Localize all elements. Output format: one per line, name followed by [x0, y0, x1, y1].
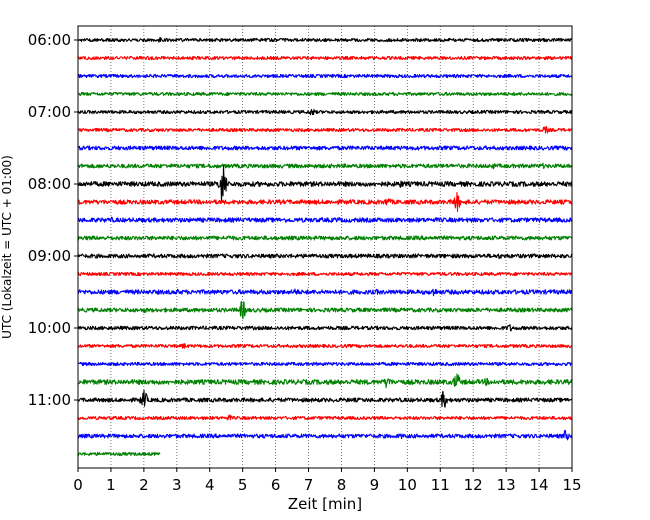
- x-tick-label: 11: [431, 476, 450, 494]
- trace-line-0645: [77, 91, 573, 97]
- x-tick-label: 2: [139, 476, 149, 494]
- x-tick-label: 5: [238, 476, 248, 494]
- trace-line-0900: [77, 253, 573, 260]
- trace-line-0915: [77, 271, 573, 277]
- y-axis-ticks: 06:00 07:00 08:00 09:00 10:00 11:00: [28, 31, 78, 409]
- trace-line-0745: [77, 162, 573, 170]
- trace-line-0830: [77, 216, 573, 223]
- trace-line-0815: [77, 191, 573, 212]
- x-tick-label: 7: [304, 476, 314, 494]
- y-tick-label: 11:00: [28, 391, 71, 409]
- x-tick-label: 14: [530, 476, 549, 494]
- trace-line-1030: [77, 361, 573, 367]
- trace-line-1045: [77, 373, 573, 389]
- y-tick-label: 07:00: [28, 103, 71, 121]
- y-tick-label: 10:00: [28, 319, 71, 337]
- trace-lines: [77, 36, 573, 457]
- y-axis-title: UTC (Lokalzeit = UTC + 01:00): [0, 155, 14, 339]
- trace-line-0630: [77, 73, 573, 79]
- trace-line-1145: [77, 451, 161, 457]
- x-tick-label: 9: [370, 476, 380, 494]
- trace-line-0930: [77, 288, 573, 297]
- x-tick-label: 15: [562, 476, 581, 494]
- plot-frame: [77, 25, 573, 469]
- x-axis-title: Zeit [min]: [288, 495, 362, 513]
- trace-line-0730: [77, 145, 573, 151]
- y-tick-label: 08:00: [28, 175, 71, 193]
- y-tick-label: 09:00: [28, 247, 71, 265]
- trace-line-1000: [77, 324, 573, 332]
- x-tick-label: 13: [497, 476, 516, 494]
- x-axis-ticks: 0 1 2 3 4 5 6 7 8 9 10 11 12 13 14 15: [73, 468, 582, 494]
- y-tick-label: 06:00: [28, 31, 71, 49]
- x-tick-label: 8: [337, 476, 347, 494]
- trace-line-0600: [77, 36, 573, 43]
- x-tick-label: 1: [106, 476, 116, 494]
- x-tick-label: 10: [398, 476, 417, 494]
- trace-line-0945: [77, 300, 573, 320]
- trace-line-1115: [77, 414, 573, 421]
- x-tick-label: 3: [172, 476, 182, 494]
- trace-line-0715: [77, 126, 573, 134]
- trace-line-1130: [77, 429, 573, 441]
- trace-line-0700: [77, 108, 573, 116]
- x-tick-label: 4: [205, 476, 215, 494]
- trace-line-0800: [77, 164, 573, 202]
- x-tick-label: 0: [73, 476, 83, 494]
- trace-line-0615: [77, 55, 573, 61]
- x-tick-label: 12: [464, 476, 483, 494]
- trace-line-1100: [77, 389, 573, 408]
- trace-line-1015: [77, 343, 573, 349]
- x-tick-label: 6: [271, 476, 281, 494]
- trace-line-0845: [77, 235, 573, 241]
